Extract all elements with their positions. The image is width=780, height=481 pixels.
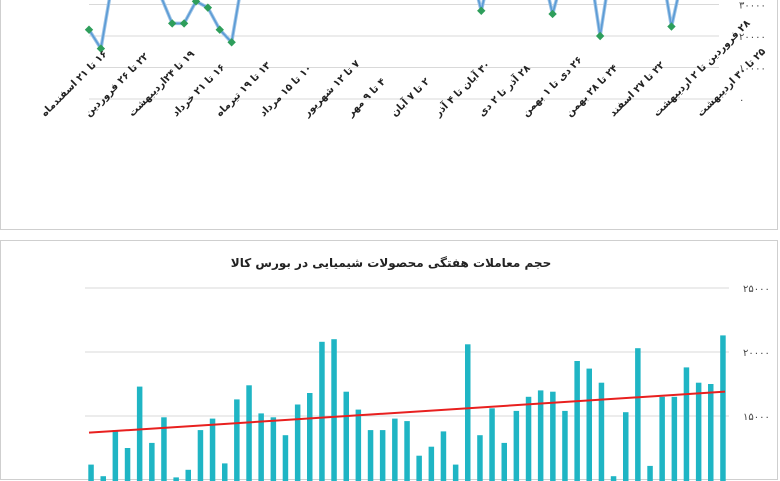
bar xyxy=(344,392,350,481)
bar xyxy=(647,466,653,481)
bar xyxy=(113,430,119,481)
bar xyxy=(587,369,593,481)
bar xyxy=(173,477,179,481)
bar xyxy=(404,421,410,481)
bar xyxy=(441,431,447,481)
bar xyxy=(234,399,240,481)
bar xyxy=(720,335,726,481)
bar xyxy=(246,385,252,481)
bar xyxy=(258,413,264,481)
y-tick-label: ۱۵۰۰۰ xyxy=(743,412,770,423)
bar xyxy=(101,476,107,481)
bar xyxy=(526,397,532,481)
bar xyxy=(659,397,665,481)
bar xyxy=(623,412,629,481)
bottom-chart-panel: حجم معاملات هفتگی محصولات شیمیایی در بور… xyxy=(0,240,778,480)
bar xyxy=(696,383,702,481)
bar xyxy=(635,348,641,481)
bar xyxy=(210,419,216,481)
y-tick-label: ۲۵۰۰۰ xyxy=(743,284,770,295)
bar xyxy=(307,393,313,481)
bar xyxy=(477,435,483,481)
bar xyxy=(489,408,495,481)
bar xyxy=(392,419,398,481)
bar xyxy=(502,443,508,481)
bar xyxy=(416,456,422,481)
bar xyxy=(672,397,678,481)
data-point xyxy=(477,7,485,15)
bar xyxy=(380,430,386,481)
bar xyxy=(465,344,471,481)
bar xyxy=(599,383,605,481)
bar xyxy=(137,387,143,481)
x-tick-label: ۲ تا ۷ آبان xyxy=(388,75,432,119)
bar xyxy=(550,392,556,481)
bar xyxy=(198,430,204,481)
bar xyxy=(611,476,617,481)
x-tick-label: ۴ تا ۹ مهر xyxy=(345,77,388,120)
bar xyxy=(319,342,325,481)
y-tick-label: ۰ xyxy=(739,95,744,106)
bar xyxy=(186,470,192,481)
bar xyxy=(88,465,94,481)
bar xyxy=(283,435,289,481)
bar xyxy=(708,384,714,481)
chart-title: حجم معاملات هفتگی محصولات شیمیایی در بور… xyxy=(231,256,551,271)
bar xyxy=(514,411,520,481)
bar xyxy=(574,361,580,481)
bar xyxy=(562,411,568,481)
y-tick-label: ۳۰۰۰۰ xyxy=(739,1,766,12)
bar xyxy=(271,417,277,481)
data-point xyxy=(667,22,675,30)
bar xyxy=(331,339,337,481)
bar xyxy=(368,430,374,481)
bar xyxy=(429,447,435,481)
bar xyxy=(149,443,155,481)
data-point xyxy=(596,32,604,40)
bar xyxy=(684,367,690,481)
bar xyxy=(222,463,228,481)
bottom-bar-chart: حجم معاملات هفتگی محصولات شیمیایی در بور… xyxy=(1,241,779,481)
bar xyxy=(356,410,362,481)
y-tick-label: ۲۰۰۰۰ xyxy=(743,348,770,359)
bar xyxy=(125,448,131,481)
data-point xyxy=(548,10,556,18)
bar xyxy=(453,465,459,481)
